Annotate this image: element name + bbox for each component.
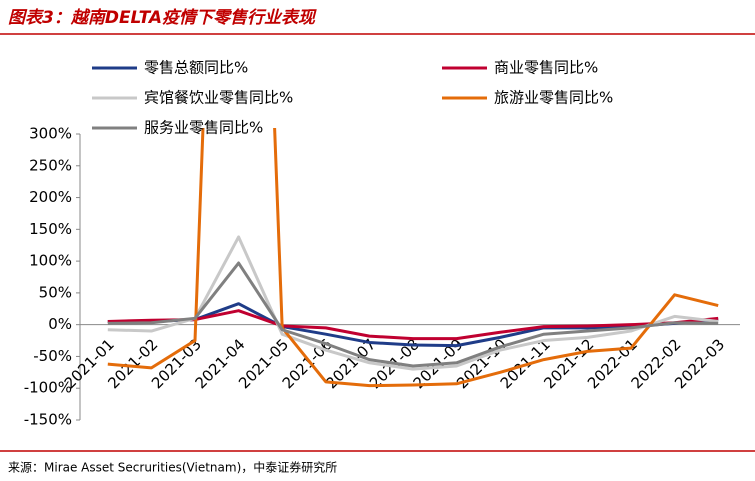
series-line xyxy=(107,261,719,368)
y-tick-label: 300% xyxy=(29,125,72,143)
series-line xyxy=(107,309,719,341)
legend-label: 商业零售同比% xyxy=(494,59,598,77)
series-line xyxy=(107,128,719,388)
legend-label: 零售总额同比% xyxy=(144,59,248,77)
y-tick-label: 200% xyxy=(29,188,72,206)
y-tick-label: 100% xyxy=(29,252,72,270)
y-tick-label: 50% xyxy=(39,283,72,301)
series-line xyxy=(107,235,719,371)
legend-label: 旅游业零售同比% xyxy=(494,89,613,107)
y-tick-label: -150% xyxy=(24,411,72,429)
source: 来源：Mirae Asset Secrurities(Vietnam)，中泰证券… xyxy=(8,460,337,475)
legend-label: 服务业零售同比% xyxy=(144,119,263,137)
plot-lines xyxy=(107,128,719,388)
y-tick-label: 150% xyxy=(29,220,72,238)
y-tick-label: 250% xyxy=(29,156,72,174)
y-tick-label: 0% xyxy=(48,315,72,333)
y-tick-label: -50% xyxy=(33,347,72,365)
chart-title: 图表3：越南DELTA疫情下零售行业表现 xyxy=(8,8,317,28)
legend-label: 宾馆餐饮业零售同比% xyxy=(144,89,293,107)
series-line xyxy=(107,302,719,348)
y-tick-label: -100% xyxy=(24,379,72,397)
